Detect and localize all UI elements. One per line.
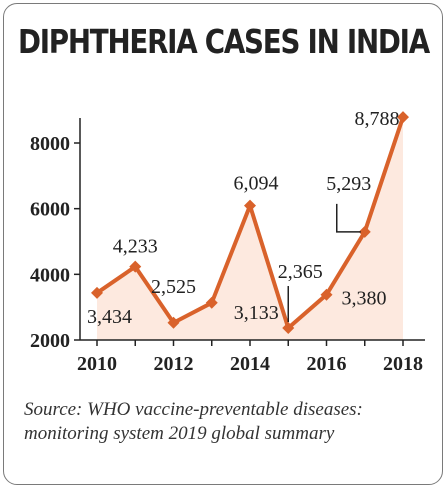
data-label: 6,094	[234, 173, 279, 195]
leader-line	[336, 203, 361, 233]
y-tick-label: 4000	[30, 264, 70, 286]
chart-title: DIPHTHERIA CASES IN INDIA	[18, 22, 430, 61]
data-point	[244, 199, 256, 212]
x-tick-label: 2016	[307, 353, 347, 375]
x-tick-label: 2018	[383, 353, 423, 375]
data-label: 4,233	[113, 236, 158, 258]
area-fill	[97, 117, 403, 340]
data-label: 2,525	[151, 276, 196, 298]
y-tick-label: 8000	[30, 133, 70, 155]
x-tick-label: 2014	[230, 353, 270, 375]
y-tick-label: 6000	[30, 199, 70, 221]
data-label: 8,788	[355, 108, 400, 130]
data-label: 3,434	[87, 306, 132, 328]
data-point	[91, 286, 103, 299]
data-point	[358, 225, 371, 238]
data-label: 3,380	[342, 288, 387, 310]
data-point	[397, 111, 409, 124]
data-label: 2,365	[278, 261, 323, 283]
data-point	[282, 322, 295, 335]
source-note: Source: WHO vaccine-preventable diseases…	[24, 399, 363, 444]
x-tick-label: 2010	[77, 353, 117, 375]
data-point	[320, 288, 333, 301]
x-tick-label: 2012	[154, 353, 194, 375]
y-tick-label: 2000	[30, 330, 70, 352]
data-point	[129, 260, 142, 273]
data-point	[167, 316, 180, 329]
data-point	[205, 296, 218, 309]
data-label: 3,133	[234, 302, 279, 324]
data-label: 5,293	[326, 173, 371, 195]
